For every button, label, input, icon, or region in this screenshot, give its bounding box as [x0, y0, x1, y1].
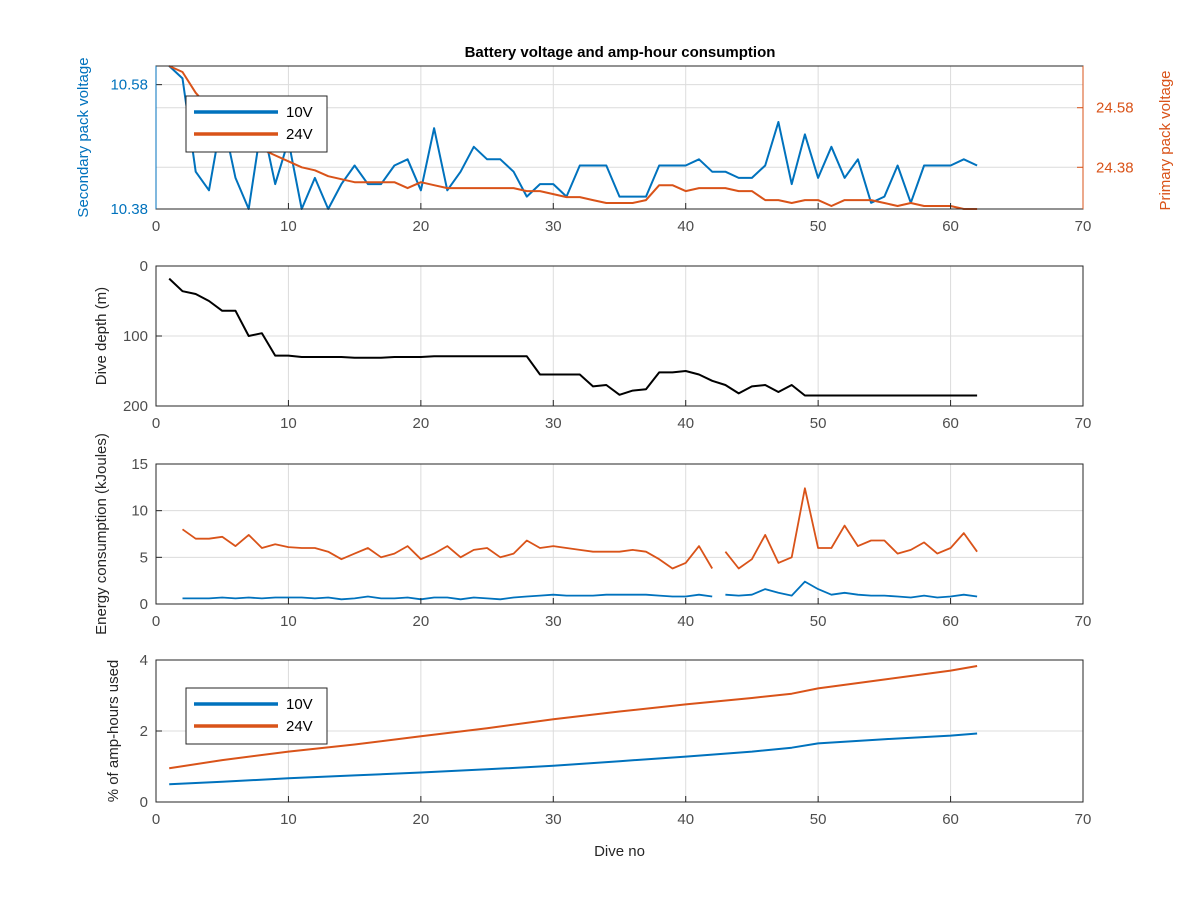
series-group — [169, 665, 978, 786]
x-tick-label: 50 — [810, 811, 827, 828]
legend-box — [185, 687, 328, 745]
y-tick-label: 4 — [140, 652, 148, 669]
x-tick-label: 10 — [280, 613, 297, 630]
chart-panel-4: 0 10 20 30 40 50 60 70 0 2 4 % of amp-hours used Div… — [105, 652, 1091, 860]
y-tick-label: 10.38 — [110, 201, 148, 218]
x-tick-label: 70 — [1075, 811, 1092, 828]
x-tick-label: 10 — [280, 415, 297, 432]
series-line-24v — [168, 65, 978, 210]
x-tick-label: 0 — [152, 218, 160, 235]
x-tick-label: 20 — [413, 415, 430, 432]
series-group — [168, 277, 978, 397]
x-tick-label: 30 — [545, 613, 562, 630]
x-tick-label: 50 — [810, 218, 827, 235]
chart-panel-2: 0 10 20 30 40 50 60 70 0 100 200 Dive depth (m) — [93, 258, 1091, 432]
x-tick-label: 50 — [810, 613, 827, 630]
series-line-24v — [169, 665, 978, 770]
series-group — [181, 487, 978, 601]
plot-area — [156, 464, 1083, 604]
series-line-10v — [168, 65, 978, 210]
axes-box — [155, 463, 1084, 605]
y-tick-label: 200 — [123, 398, 148, 415]
series-line-10v — [182, 580, 978, 601]
y-tick-label: 15 — [131, 456, 148, 473]
y-tick-label: 10 — [131, 503, 148, 520]
legend-box — [185, 95, 328, 153]
y-tick-label: 5 — [140, 549, 148, 566]
x-tick-label: 30 — [545, 415, 562, 432]
x-tick-label: 30 — [545, 218, 562, 235]
x-tick-label: 20 — [413, 613, 430, 630]
x-tick-label: 70 — [1075, 415, 1092, 432]
x-tick-label: 10 — [280, 811, 297, 828]
chart-panel-1: 0 10 20 30 40 50 60 70 10.38 10.58 24.38 24.58 Secon… — [75, 57, 1174, 235]
x-tick-label: 40 — [677, 415, 694, 432]
series-line-24v — [181, 487, 978, 570]
y-tick-label: 100 — [123, 328, 148, 345]
legend-label-24v: 24V — [286, 718, 313, 735]
y-axis-label: Secondary pack voltage — [75, 57, 92, 217]
y-axis-label: Dive depth (m) — [93, 287, 110, 385]
series-line-10v — [169, 732, 978, 786]
x-tick-label: 20 — [413, 811, 430, 828]
y-tick-label: 2 — [140, 723, 148, 740]
y-right-tick-label: 24.38 — [1096, 159, 1134, 176]
series-group — [168, 65, 978, 210]
x-axis-label: Dive no — [594, 843, 645, 860]
figure-title: Battery voltage and amp-hour consumption — [465, 44, 776, 61]
x-tick-label: 10 — [280, 218, 297, 235]
x-tick-label: 50 — [810, 415, 827, 432]
y-tick-label: 0 — [140, 596, 148, 613]
x-tick-label: 40 — [677, 613, 694, 630]
x-tick-label: 60 — [942, 811, 959, 828]
x-tick-label: 60 — [942, 218, 959, 235]
x-tick-label: 20 — [413, 218, 430, 235]
x-tick-label: 70 — [1075, 218, 1092, 235]
x-tick-label: 0 — [152, 415, 160, 432]
legend-label-24v: 24V — [286, 126, 313, 143]
legend-label-10v: 10V — [286, 696, 313, 713]
series-line-depth — [168, 277, 978, 397]
x-tick-label: 0 — [152, 811, 160, 828]
x-tick-label: 30 — [545, 811, 562, 828]
chart-panel-3: 0 10 20 30 40 50 60 70 0 5 10 15 Energy consumption … — [93, 433, 1091, 635]
y-tick-label: 0 — [140, 258, 148, 275]
x-tick-label: 60 — [942, 415, 959, 432]
x-tick-label: 70 — [1075, 613, 1092, 630]
y-axis-label: Energy consumption (kJoules) — [93, 433, 110, 635]
y-axis-label: % of amp-hours used — [105, 660, 122, 803]
y-right-tick-label: 24.58 — [1096, 100, 1134, 117]
x-tick-label: 60 — [942, 613, 959, 630]
y-tick-label: 0 — [140, 794, 148, 811]
x-tick-label: 0 — [152, 613, 160, 630]
y-tick-label: 10.58 — [110, 77, 148, 94]
x-tick-label: 40 — [677, 218, 694, 235]
x-tick-label: 40 — [677, 811, 694, 828]
legend-label-10v: 10V — [286, 104, 313, 121]
y-axis-label-right: Primary pack voltage — [1157, 70, 1174, 210]
